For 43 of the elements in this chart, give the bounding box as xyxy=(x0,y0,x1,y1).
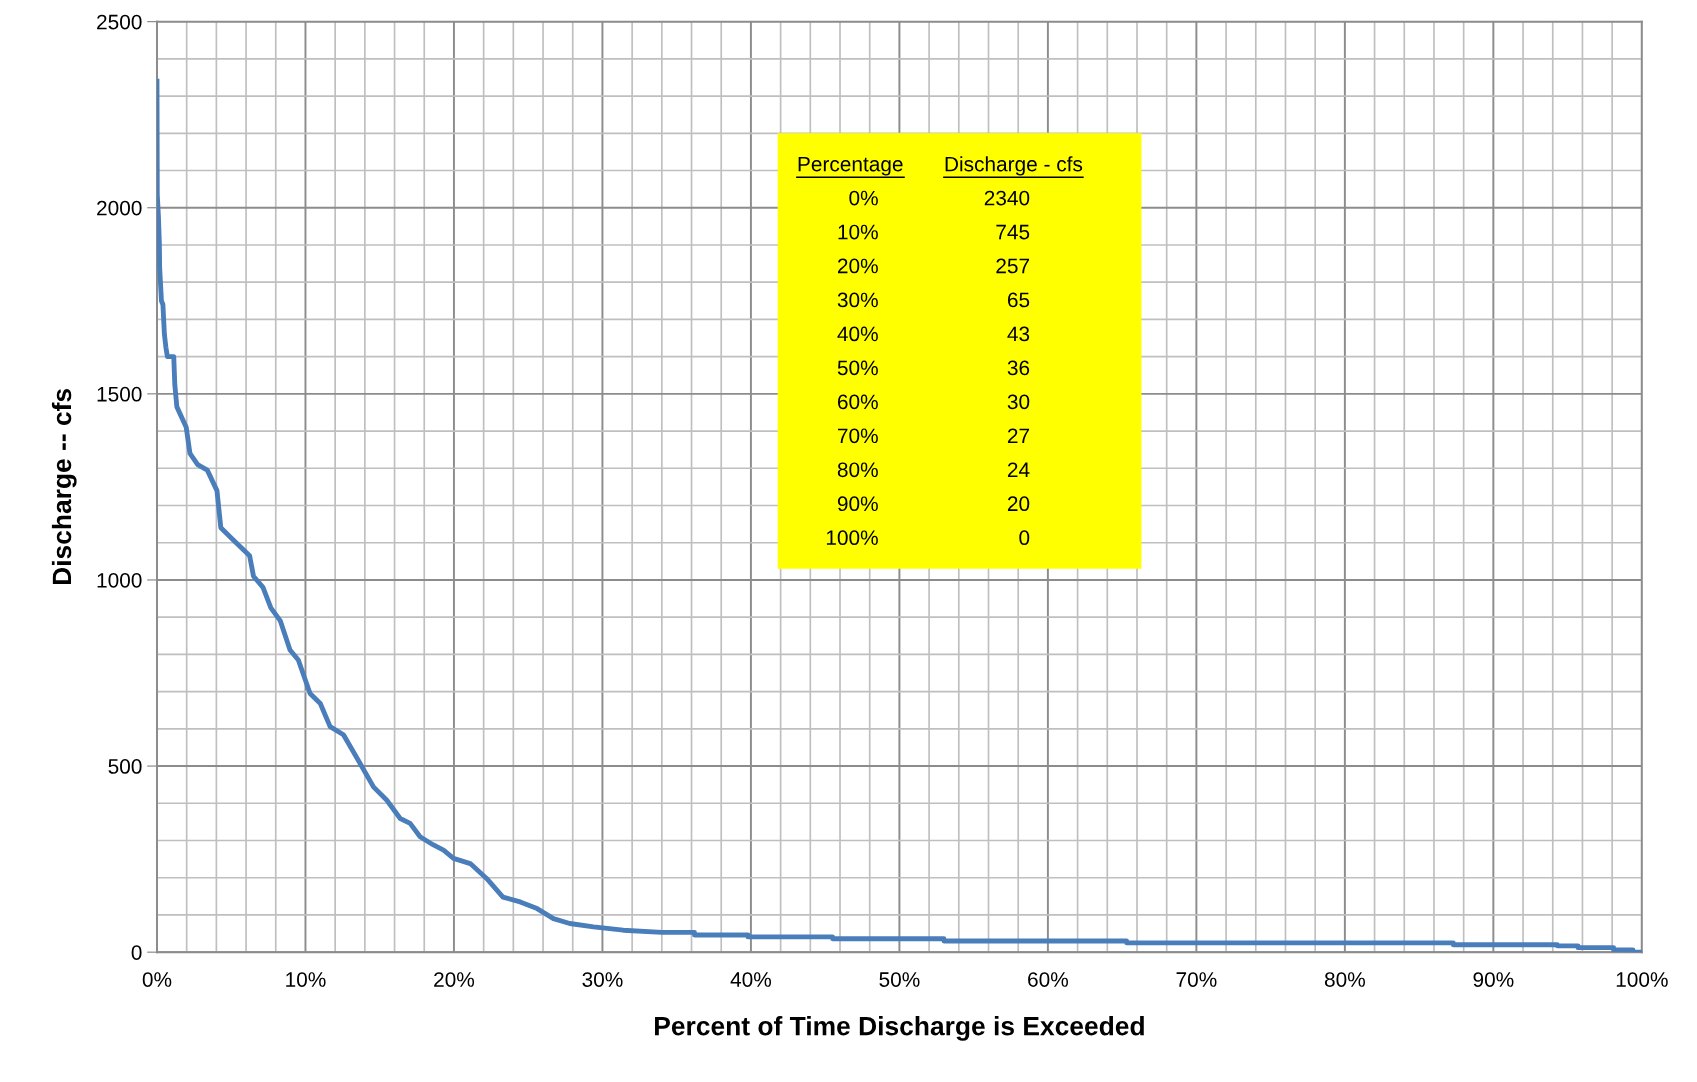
annotation: 100% xyxy=(826,530,878,546)
annotation: 90% xyxy=(837,496,878,512)
x-tick-label: 100% xyxy=(1616,972,1668,987)
y-axis-title: Discharge -- cfs xyxy=(51,388,77,585)
annotation: 0 xyxy=(1019,530,1030,546)
x-tick-label: 0% xyxy=(142,972,172,987)
annotation: 36 xyxy=(1007,360,1030,376)
annotation: 65 xyxy=(1007,292,1030,308)
y-tick-label: 1000 xyxy=(97,572,142,588)
annotation: 20 xyxy=(1007,496,1030,512)
annotation: Discharge - cfs xyxy=(945,156,1083,176)
x-tick-label: 20% xyxy=(434,972,475,987)
annotation: 20% xyxy=(837,258,878,274)
annotation: 30% xyxy=(837,292,878,308)
annotation: 43 xyxy=(1007,326,1030,342)
x-tick-label: 40% xyxy=(730,972,772,987)
annotation: 60% xyxy=(837,394,878,410)
annotation: 0% xyxy=(849,190,878,206)
annotation: 30 xyxy=(1007,394,1030,410)
annotation: 24 xyxy=(1007,462,1030,477)
annotation: 2340 xyxy=(984,190,1030,206)
annotation: 257 xyxy=(996,258,1030,274)
x-tick-label: 70% xyxy=(1176,972,1217,987)
annotation: 70% xyxy=(837,428,878,444)
y-tick-label: 0 xyxy=(131,945,142,960)
annotation: 50% xyxy=(837,360,878,376)
x-tick-label: 90% xyxy=(1473,972,1514,987)
annotation: 80% xyxy=(837,462,878,478)
annotation: 40% xyxy=(837,326,878,342)
x-axis-title: Percent of Time Discharge is Exceeded xyxy=(655,1016,1144,1041)
x-tick-label: 30% xyxy=(582,972,623,987)
annotation: 27 xyxy=(1007,428,1030,443)
y-tick-label: 2500 xyxy=(97,14,142,30)
y-tick-label: 1500 xyxy=(97,386,142,402)
x-tick-label: 50% xyxy=(879,972,920,987)
y-tick-label: 2000 xyxy=(97,200,142,216)
x-tick-label: 60% xyxy=(1028,972,1069,987)
y-tick-label: 500 xyxy=(108,759,142,774)
annotation: Percentage xyxy=(798,156,903,176)
annotation: 10% xyxy=(838,224,878,240)
x-tick-label: 80% xyxy=(1324,972,1365,987)
annotation: 745 xyxy=(996,224,1030,240)
x-tick-label: 10% xyxy=(286,972,326,987)
